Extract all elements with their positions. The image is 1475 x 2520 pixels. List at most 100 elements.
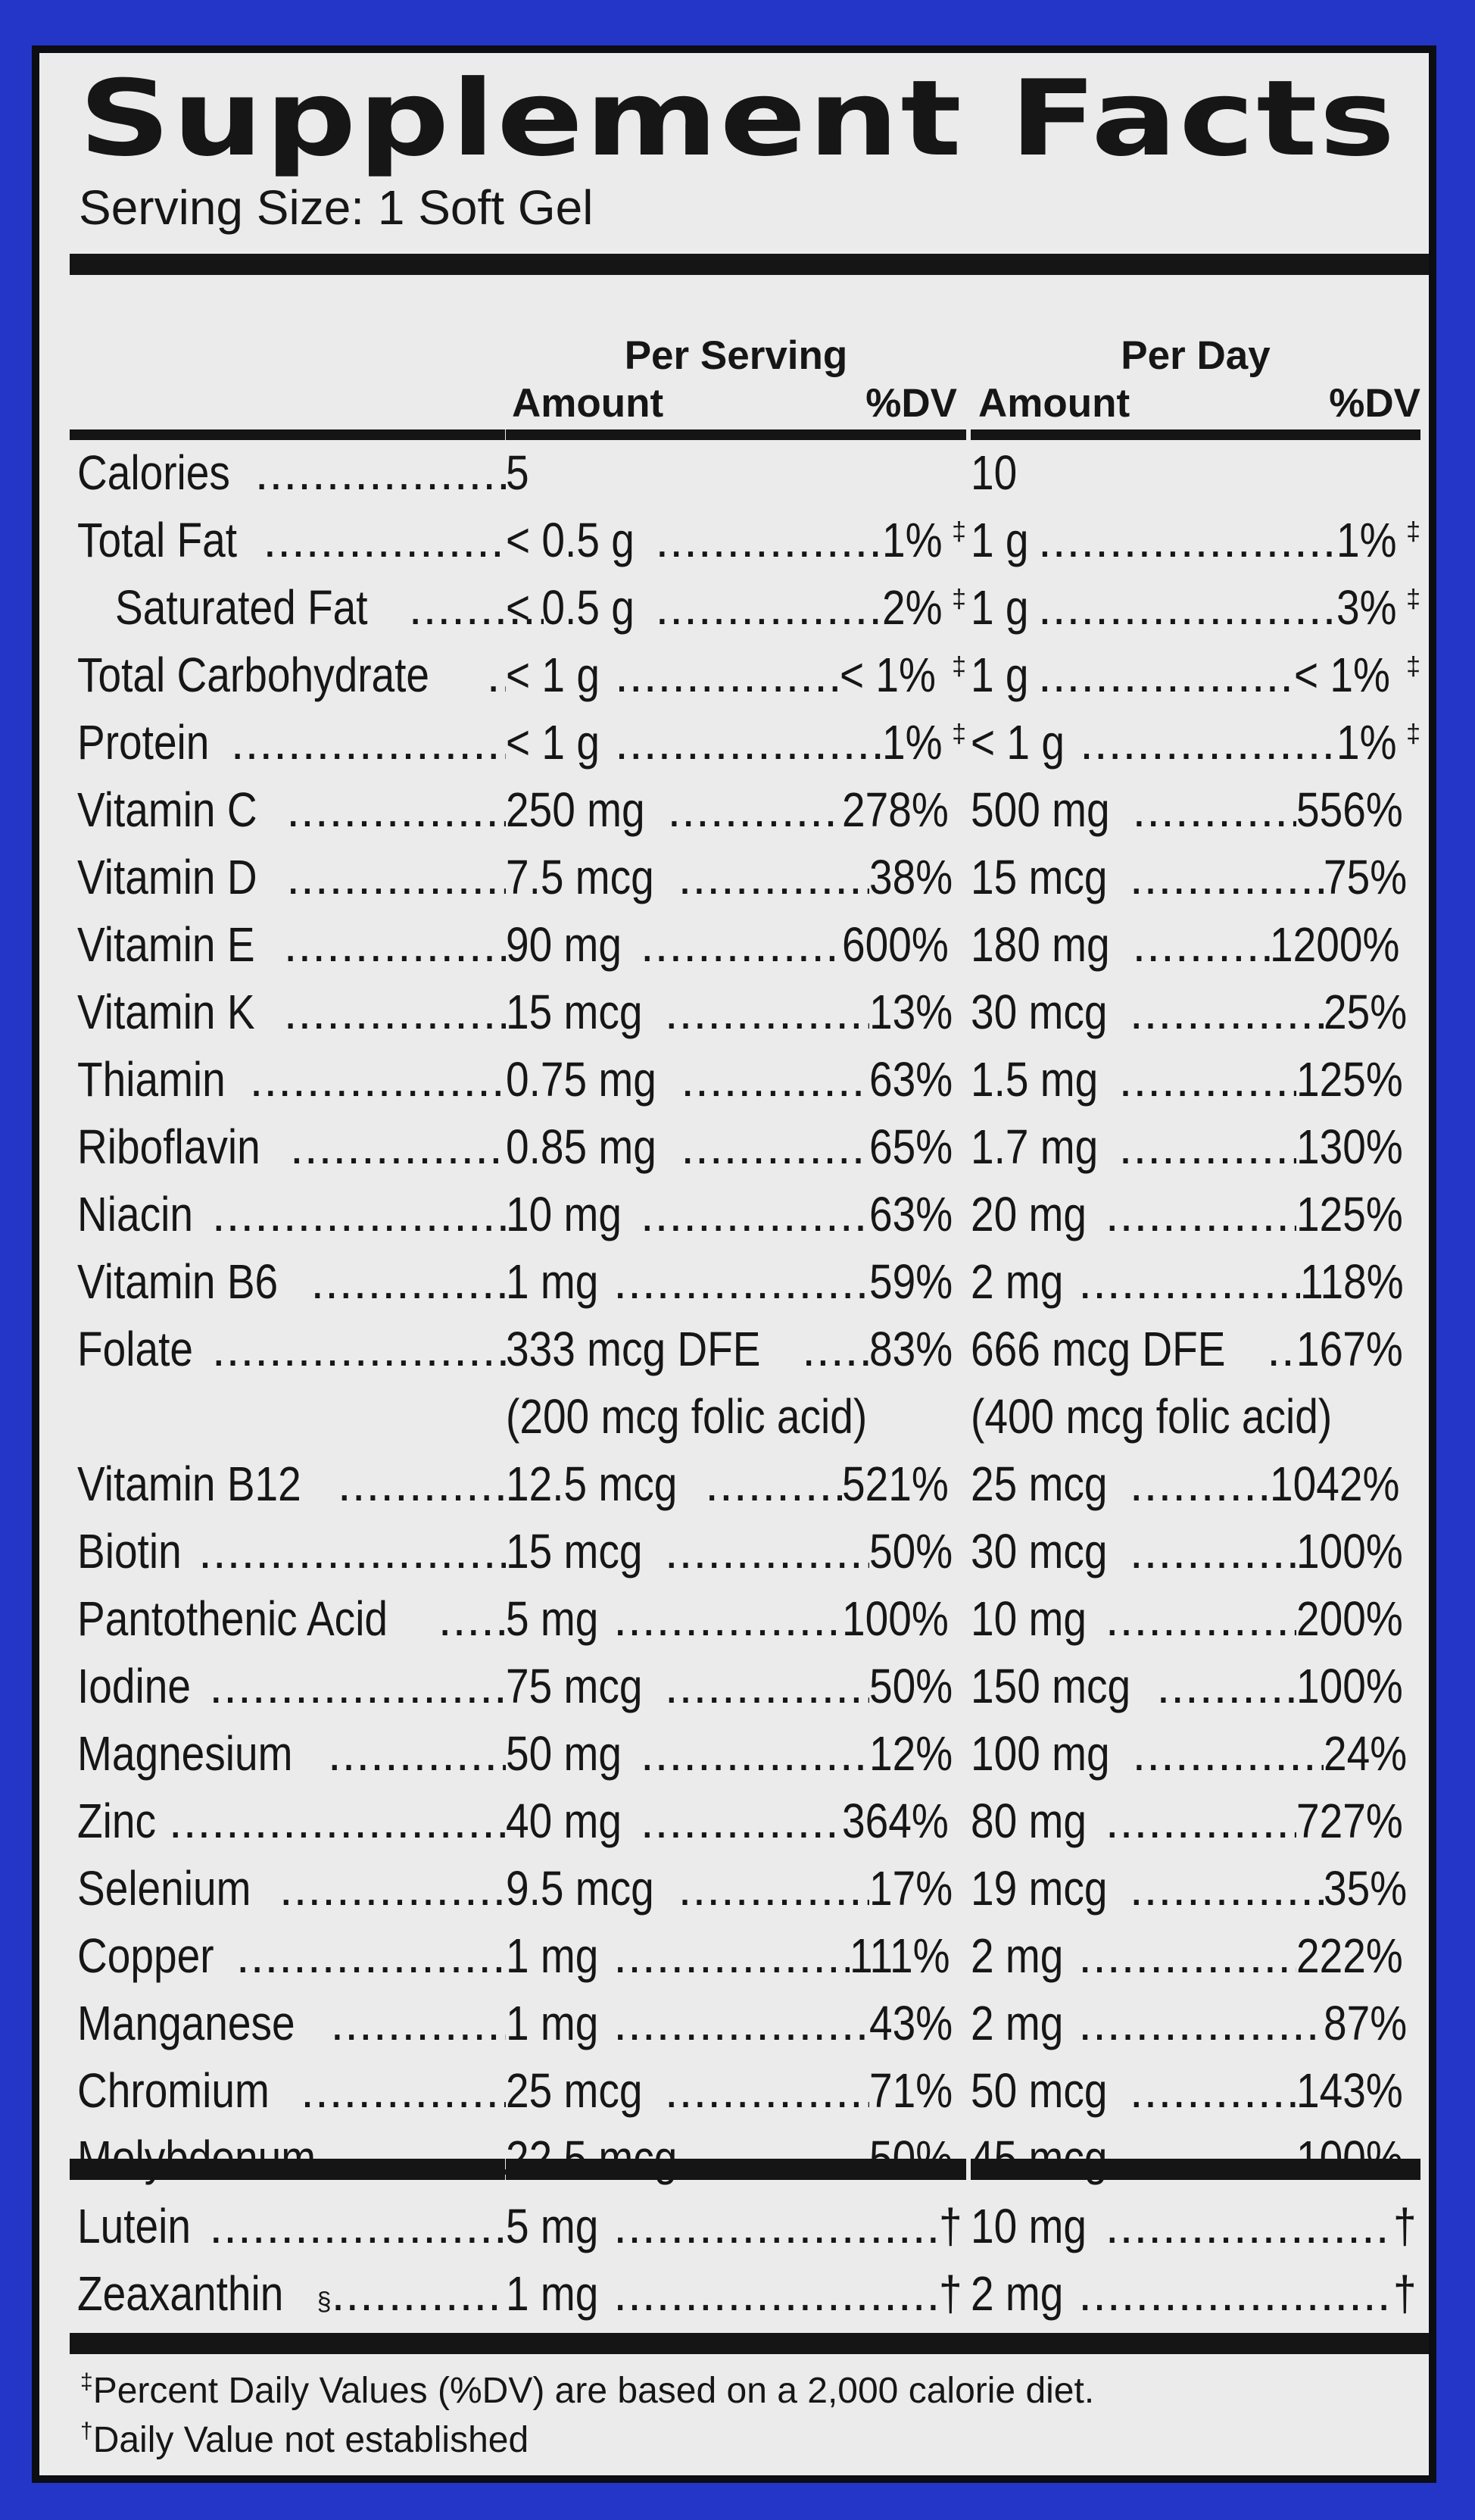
leader-dots — [1130, 979, 1324, 1046]
leader-dots — [615, 642, 840, 709]
leader-dots — [1132, 776, 1296, 844]
per-serving-dv: 59% — [868, 1254, 953, 1309]
per-serving-dv: 65% — [868, 1119, 953, 1174]
per-day-cell: 80 mg727% — [971, 1788, 1420, 1855]
leader-dots — [802, 1316, 869, 1383]
per-day-dv: 143% — [1296, 2063, 1404, 2118]
leader-dots — [681, 1046, 869, 1113]
per-serving-dv: 17% — [868, 1861, 953, 1916]
per-day-cell: 19 mcg35% — [971, 1855, 1420, 1922]
nutrient-name: Iodine — [77, 1653, 506, 1720]
per-serving-dv: † — [939, 2266, 963, 2321]
leader-dots — [255, 439, 506, 507]
nutrient-name — [77, 1383, 506, 1450]
leader-dots — [250, 1046, 506, 1113]
leader-dots — [236, 1922, 506, 1990]
nutrient-name: Niacin — [77, 1181, 506, 1248]
leader-dots — [286, 844, 506, 911]
leader-dots — [1156, 1653, 1296, 1720]
leader-dots — [1105, 1788, 1296, 1855]
leader-dots — [1119, 1113, 1297, 1181]
leader-dots — [1105, 1585, 1296, 1653]
table-row: Vitamin C250 mg278%500 mg556% — [39, 776, 1429, 844]
per-serving-cell: < 1 g1%‡ — [506, 709, 966, 776]
leader-dots — [613, 2260, 939, 2328]
table-row: Zeaxanthin§1 mg†2 mg† — [39, 2260, 1429, 2328]
per-day-cell: 150 mcg100% — [971, 1653, 1420, 1720]
leader-dots — [678, 1855, 869, 1922]
table-row: Copper1 mg111%2 mg222% — [39, 1922, 1429, 1990]
per-day-dv: 556% — [1296, 782, 1404, 837]
leader-dots — [263, 507, 506, 574]
leader-dots — [198, 1518, 506, 1585]
per-day-dv: 727% — [1296, 1794, 1404, 1848]
leader-dots — [209, 1653, 506, 1720]
per-day-dv: 87% — [1323, 1996, 1408, 2050]
per-day-dv: 1% ‡ — [1336, 513, 1420, 567]
per-day-cell: 666 mcg DFE167% — [971, 1316, 1420, 1383]
nutrient-name: Total Carbohydrate — [77, 642, 506, 709]
per-day-cell: 1 g< 1%‡ — [971, 642, 1420, 709]
per-serving-cell: (200 mcg folic acid) — [506, 1389, 868, 1444]
leader-dots — [613, 1248, 869, 1316]
per-day-dv: 222% — [1296, 1928, 1404, 1983]
leader-dots — [290, 1113, 506, 1181]
per-day-cell: 100 mg24% — [971, 1720, 1420, 1788]
leader-dots — [1132, 1720, 1323, 1788]
leader-dots — [286, 776, 506, 844]
per-serving-cell: 90 mg600% — [506, 911, 966, 979]
nutrient-name: Vitamin C — [77, 776, 506, 844]
nutrient-name: Thiamin — [77, 1046, 506, 1113]
nutrient-name: Protein — [77, 709, 506, 776]
per-serving-dv: 12% — [868, 1726, 953, 1781]
per-serving-dv: 111% — [849, 1928, 950, 1983]
leader-dots — [209, 2193, 506, 2260]
header-ps-dv: %DV — [865, 381, 957, 426]
nutrient-name: Zinc — [77, 1788, 506, 1855]
leader-dots — [665, 979, 869, 1046]
per-serving-cell: < 1 g< 1%‡ — [506, 642, 966, 709]
per-serving-dv: 13% — [868, 985, 953, 1039]
per-serving-cell: 0.85 mg65% — [506, 1113, 966, 1181]
per-day-dv: 1042% — [1269, 1457, 1400, 1511]
per-serving-cell: 1 mg43% — [506, 1990, 966, 2057]
per-serving-dv: 83% — [868, 1322, 953, 1376]
per-day-dv: 3% ‡ — [1336, 580, 1420, 635]
per-serving-cell: 333 mcg DFE83% — [506, 1316, 966, 1383]
nutrient-name: Calories — [77, 439, 506, 507]
leader-dots — [1132, 911, 1269, 979]
leader-dots — [284, 911, 506, 979]
nutrient-name: Selenium — [77, 1855, 506, 1922]
header-per-serving: Per Serving — [624, 333, 848, 378]
table-row: Biotin15 mcg50%30 mcg100% — [39, 1518, 1429, 1585]
leader-dots — [338, 1450, 506, 1518]
ingredient-name: Zeaxanthin § — [77, 2260, 506, 2328]
leader-dots — [613, 1585, 842, 1653]
leader-dots — [1130, 844, 1324, 911]
leader-dots — [613, 1922, 850, 1990]
nutrient-name: Saturated Fat — [77, 574, 544, 642]
per-serving-dv: 63% — [868, 1052, 953, 1107]
per-day-cell: 15 mcg75% — [971, 844, 1420, 911]
leader-dots — [1267, 1316, 1296, 1383]
leader-dots — [1080, 709, 1336, 776]
leader-dots — [1038, 507, 1336, 574]
leader-dots — [1078, 1248, 1300, 1316]
per-serving-dv: 63% — [868, 1187, 953, 1241]
leader-dots — [665, 1653, 869, 1720]
per-serving-dv: 50% — [868, 1659, 953, 1713]
header-rule-name — [70, 429, 505, 440]
leader-dots — [613, 2193, 939, 2260]
per-day-cell: (400 mcg folic acid) — [971, 1389, 1333, 1444]
per-day-cell: 30 mcg100% — [971, 1518, 1420, 1585]
footnote-dv-not-established: †Daily Value not established — [80, 2419, 529, 2460]
per-serving-dv: 1% ‡ — [881, 513, 966, 567]
table-row: Riboflavin0.85 mg65%1.7 mg130% — [39, 1113, 1429, 1181]
leader-dots — [284, 979, 506, 1046]
supplement-facts-panel: Supplement Facts Serving Size: 1 Soft Ge… — [32, 45, 1436, 2483]
per-day-dv: 24% — [1323, 1726, 1408, 1781]
leader-dots — [212, 1316, 506, 1383]
nutrient-name: Folate — [77, 1316, 506, 1383]
leader-dots — [1130, 1450, 1270, 1518]
per-day-cell: 2 mg87% — [971, 1990, 1420, 2057]
